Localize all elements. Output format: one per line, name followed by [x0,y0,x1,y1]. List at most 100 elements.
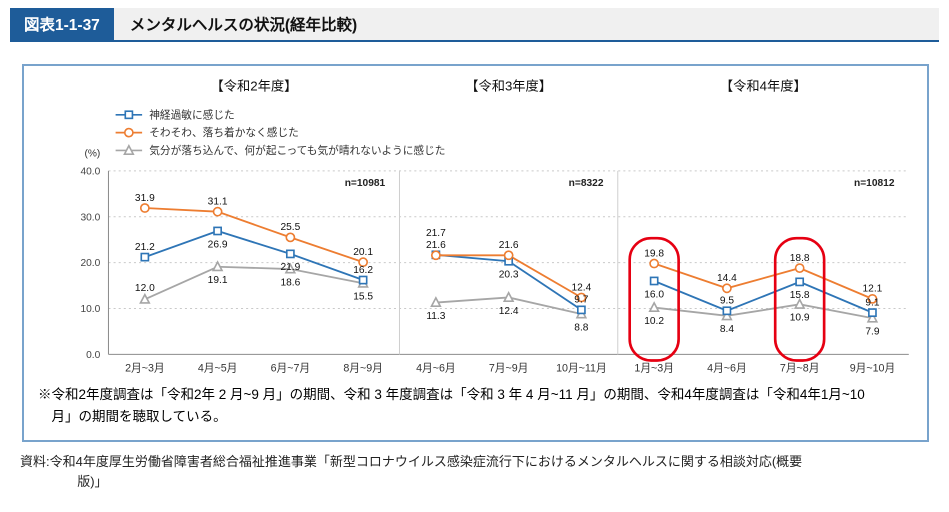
data-label: 18.8 [790,253,810,264]
x-tick-label: 6月~7月 [271,363,311,375]
unit-label: (%) [84,149,100,160]
marker-nervous [285,249,295,259]
marker-depressed [721,309,733,321]
x-tick-label: 9月~10月 [850,363,895,375]
legend-marker-restless [123,127,134,138]
marker-restless [867,293,878,304]
data-label: 16.2 [353,265,373,276]
series-line-nervous [653,280,873,314]
marker-nervous [722,306,732,316]
marker-restless [430,250,441,261]
data-label: 8.4 [720,324,734,335]
data-label: 11.3 [426,311,445,322]
x-tick-label: 4月~6月 [707,363,747,375]
series-line-depressed [654,303,873,320]
marker-restless [649,258,660,269]
data-label: 31.9 [135,193,155,204]
marker-nervous [213,226,222,236]
marker-nervous [358,275,368,285]
x-tick-label: 8月~9月 [343,363,383,375]
marker-depressed [211,260,224,272]
marker-depressed [430,296,442,308]
marker-nervous [140,252,150,262]
marker-restless [576,292,587,303]
data-label: 31.1 [208,197,228,208]
marker-restless [503,250,514,261]
marker-depressed [866,311,879,323]
data-label: 21.2 [135,242,155,253]
data-label: 9.7 [574,295,588,306]
data-label: 21.7 [426,228,446,239]
group-title: 【令和4年度】 [720,78,807,93]
data-label: 7.9 [865,326,879,337]
y-tick-label: 0.0 [86,350,100,361]
data-label: 21.6 [426,240,446,251]
sample-size-label: n=10981 [345,178,386,189]
highlight-box [773,236,826,362]
data-label: 25.5 [280,222,300,233]
data-label: 12.1 [863,284,883,295]
legend-label-nervous: 神経過敏に感じた [149,108,235,121]
marker-depressed [648,301,660,313]
marker-depressed [139,292,151,304]
data-label: 9.1 [865,297,879,308]
marker-depressed [284,262,297,274]
data-label: 26.9 [208,239,228,250]
x-tick-label: 4月~6月 [416,363,456,375]
y-tick-label: 20.0 [80,258,100,269]
data-label: 21.6 [499,240,519,251]
marker-nervous [649,276,659,286]
marker-nervous [795,277,805,287]
y-tick-label: 30.0 [80,212,100,223]
data-label: 15.8 [790,290,810,301]
sample-size-label: n=8322 [569,178,604,189]
sample-size-label: n=10812 [854,178,895,189]
x-tick-label: 4月~5月 [198,363,238,375]
data-label: 19.1 [208,275,228,286]
marker-restless [722,283,732,294]
y-tick-label: 10.0 [80,304,100,315]
x-tick-label: 7月~9月 [489,363,529,375]
highlight-box [628,236,680,362]
x-tick-label: 7月~8月 [780,363,820,375]
x-tick-label: 1月~3月 [634,363,674,375]
chart-panel: 0.0 10.0 20.0 30.0 40.0 (%) 【令和2年度】 n=10981 2月~3… [22,64,929,443]
group-title: 【令和3年度】 [465,78,552,93]
figure-header: 図表1-1-37 メンタルヘルスの状況(経年比較) [10,8,939,42]
marker-restless [358,257,369,268]
data-label: 10.9 [790,313,810,324]
data-label: 12.4 [499,306,519,317]
source-note: 資料:令和4年度厚生労働省障害者総合福祉推進事業「新型コロナウイルス感染症流行下… [20,454,803,489]
data-label: 20.1 [353,247,373,258]
marker-nervous [868,308,877,318]
series-line-nervous [144,229,364,281]
marker-depressed [502,291,515,302]
data-label: 15.5 [353,292,373,303]
data-label: 12.0 [135,283,155,294]
data-label: 14.4 [717,273,737,284]
marker-depressed [793,297,806,309]
legend-marker-nervous [124,110,134,120]
data-label: 8.8 [574,322,588,333]
data-label: 20.3 [499,270,519,281]
figure-title: メンタルヘルスの状況(経年比較) [129,17,358,34]
legend-label-restless: そわそわ、落ち着かなく感じた [149,126,299,139]
mental-health-line-chart: 0.0 10.0 20.0 30.0 40.0 (%) 【令和2年度】 n=10981 2月~3… [80,78,909,375]
series-line-depressed [144,265,364,301]
data-label: 9.5 [720,296,734,307]
y-tick-label: 40.0 [80,166,100,177]
data-label: 21.9 [280,262,300,273]
series-line-restless [144,207,364,264]
data-label: 18.6 [280,277,300,288]
figure-number-badge: 図表1-1-37 [10,8,114,40]
data-label: 19.8 [644,248,664,259]
legend-label-depressed: 気分が落ち込んで、何が起こっても気が晴れないように感じた [149,144,445,157]
data-label: 12.4 [571,282,591,293]
series-line-restless [653,262,873,300]
marker-nervous [577,305,586,315]
marker-restless [139,203,150,213]
footnote: ※令和2年度調査は「令和2年 2 月~9 月」の期間、令和 3 年度調査は「令和… [38,386,865,425]
x-tick-label: 10月~11月 [556,363,607,375]
data-label: 10.2 [644,316,664,327]
